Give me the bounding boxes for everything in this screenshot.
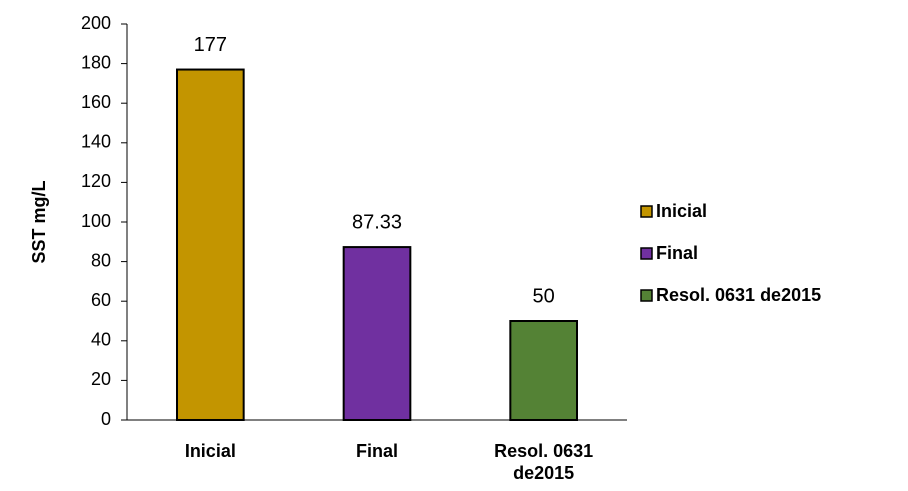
x-tick-label: Final — [355, 441, 398, 461]
value-label: 50 — [533, 285, 555, 307]
y-tick-label: 200 — [81, 13, 111, 33]
legend-label: Resol. 0631 de2015 — [656, 285, 821, 305]
bar — [342, 246, 412, 421]
bar — [176, 68, 245, 421]
y-tick-label: 0 — [101, 409, 111, 429]
y-tick-label: 160 — [81, 92, 111, 112]
bar — [509, 320, 579, 421]
value-label: 177 — [194, 34, 227, 56]
y-tick-label: 180 — [81, 52, 111, 72]
y-tick-label: 140 — [81, 132, 111, 152]
x-tick-label: Resol. 0631 de2015 — [494, 441, 594, 483]
x-tick-label: Inicial — [184, 441, 236, 461]
legend-label: Inicial — [656, 201, 707, 221]
legend-label: Final — [656, 243, 698, 263]
legend-swatch — [640, 205, 653, 218]
y-tick-label: 100 — [81, 211, 111, 231]
value-label: 87.33 — [352, 211, 402, 233]
y-tick-label: 120 — [81, 171, 111, 191]
y-tick-label: 40 — [91, 330, 111, 350]
y-tick-label: 60 — [91, 290, 111, 310]
y-tick-label: 80 — [91, 250, 111, 270]
y-axis-label: SST mg/L — [29, 180, 49, 263]
legend-swatch — [640, 289, 653, 302]
y-tick-label: 20 — [91, 369, 111, 389]
legend-swatch — [640, 247, 653, 260]
